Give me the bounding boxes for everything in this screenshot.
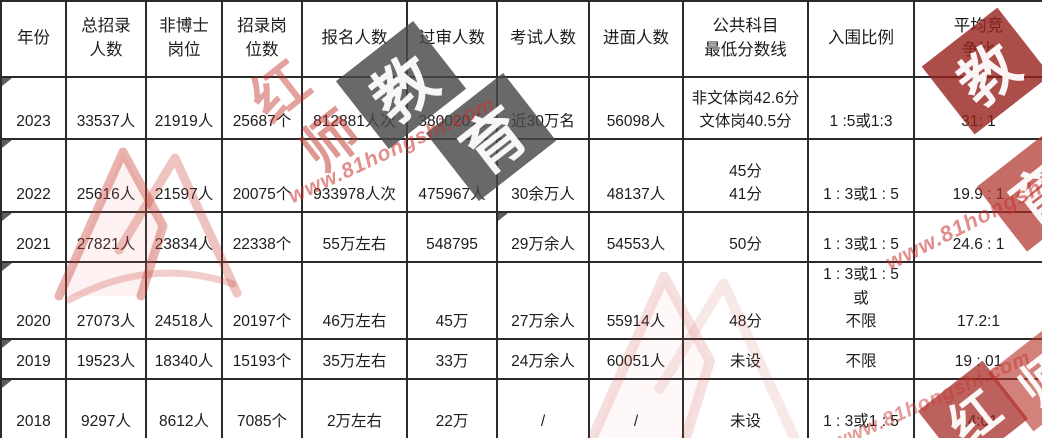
table-cell: 不限	[809, 340, 915, 380]
table-cell: 548795	[408, 213, 498, 263]
table-cell: /	[590, 380, 684, 438]
table-cell: 30余万人	[498, 140, 590, 213]
table-cell: 31: 1	[915, 78, 1042, 140]
table-cell: 55914人	[590, 263, 684, 340]
table-cell: 27821人	[67, 213, 147, 263]
table-cell: 17.2:1	[915, 263, 1042, 340]
cell-corner-marker	[2, 213, 12, 221]
table-cell: 27万余人	[498, 263, 590, 340]
table-cell: 未设	[684, 380, 809, 438]
year-cell: 2021	[2, 213, 67, 263]
cell-corner-marker	[498, 213, 508, 221]
cell-corner-marker	[2, 340, 12, 348]
year-label: 2021	[16, 235, 51, 253]
year-label: 2022	[16, 185, 51, 203]
table-cell: 475967人	[408, 140, 498, 213]
cell-corner-marker	[2, 263, 12, 271]
table-cell: 48分	[684, 263, 809, 340]
table-cell: 60051人	[590, 340, 684, 380]
table-cell: 33万	[408, 340, 498, 380]
table-cell: 15193个	[223, 340, 303, 380]
table-cell: 7085个	[223, 380, 303, 438]
table-cell: 23834人	[147, 213, 223, 263]
table-cell: 24.6 : 1	[915, 213, 1042, 263]
table-cell: 24518人	[147, 263, 223, 340]
table-cell: 未设	[684, 340, 809, 380]
cell-corner-marker	[2, 380, 12, 388]
table-cell: 19523人	[67, 340, 147, 380]
header-post-count: 招录岗 位数	[223, 2, 303, 78]
year-label: 2023	[16, 112, 51, 130]
table-cell: 50分	[684, 213, 809, 263]
table-cell: 35万左右	[303, 340, 408, 380]
year-cell: 2022	[2, 140, 67, 213]
year-label: 2019	[16, 352, 51, 370]
table-cell: 1 : 3或1 : 5 或 不限	[809, 263, 915, 340]
cell-text: 29万余人	[511, 235, 575, 253]
table-cell: 8612人	[147, 380, 223, 438]
table-cell: 19 : 01	[915, 340, 1042, 380]
table-cell: 20075个	[223, 140, 303, 213]
table-cell: 非文体岗42.6分 文体岗40.5分	[684, 78, 809, 140]
table-cell: 380020人	[408, 78, 498, 140]
table-cell: 56098人	[590, 78, 684, 140]
table-cell: 29万余人	[498, 213, 590, 263]
year-cell: 2020	[2, 263, 67, 340]
table-cell: 933978人次	[303, 140, 408, 213]
year-cell: 2023	[2, 78, 67, 140]
year-cell: 2019	[2, 340, 67, 380]
table-cell: 19.9 : 1	[915, 140, 1042, 213]
table-cell: 24万余人	[498, 340, 590, 380]
table-cell: 近30万名	[498, 78, 590, 140]
table-cell: 9297人	[67, 380, 147, 438]
cell-corner-marker	[2, 78, 12, 86]
table-cell: 45万	[408, 263, 498, 340]
table-cell: 25687个	[223, 78, 303, 140]
header-interviewees: 进面人数	[590, 2, 684, 78]
year-label: 2020	[16, 312, 51, 330]
header-min-score: 公共科目 最低分数线	[684, 2, 809, 78]
table-cell: 54553人	[590, 213, 684, 263]
cell-corner-marker	[2, 140, 12, 148]
table-cell: 14:01	[915, 380, 1042, 438]
table-cell: 22338个	[223, 213, 303, 263]
table-cell: 45分 41分	[684, 140, 809, 213]
header-year: 年份	[2, 2, 67, 78]
year-cell: 2018	[2, 380, 67, 438]
header-non-phd-posts: 非博士 岗位	[147, 2, 223, 78]
table-cell: 812881人次	[303, 78, 408, 140]
year-label: 2018	[16, 412, 51, 430]
table-cell: 55万左右	[303, 213, 408, 263]
table-cell: 48137人	[590, 140, 684, 213]
table-cell: 25616人	[67, 140, 147, 213]
table-cell: 21597人	[147, 140, 223, 213]
table-cell: 18340人	[147, 340, 223, 380]
header-applicants: 报名人数	[303, 2, 408, 78]
table-cell: 20197个	[223, 263, 303, 340]
table-cell: /	[498, 380, 590, 438]
table-cell: 46万左右	[303, 263, 408, 340]
table-cell: 1 :5或1:3	[809, 78, 915, 140]
table-cell: 1 : 3或1 : 5	[809, 140, 915, 213]
table-cell: 1 : 3或1 : 5	[809, 380, 915, 438]
header-passed-review: 过审人数	[408, 2, 498, 78]
table-cell: 21919人	[147, 78, 223, 140]
header-shortlist-ratio: 入围比例	[809, 2, 915, 78]
table-cell: 22万	[408, 380, 498, 438]
header-competition-ratio: 平均竞 争比	[915, 2, 1042, 78]
header-exam-takers: 考试人数	[498, 2, 590, 78]
table-cell: 2万左右	[303, 380, 408, 438]
table-cell: 33537人	[67, 78, 147, 140]
header-total-recruits: 总招录 人数	[67, 2, 147, 78]
table-cell: 1 : 3或1 : 5	[809, 213, 915, 263]
table-cell: 27073人	[67, 263, 147, 340]
